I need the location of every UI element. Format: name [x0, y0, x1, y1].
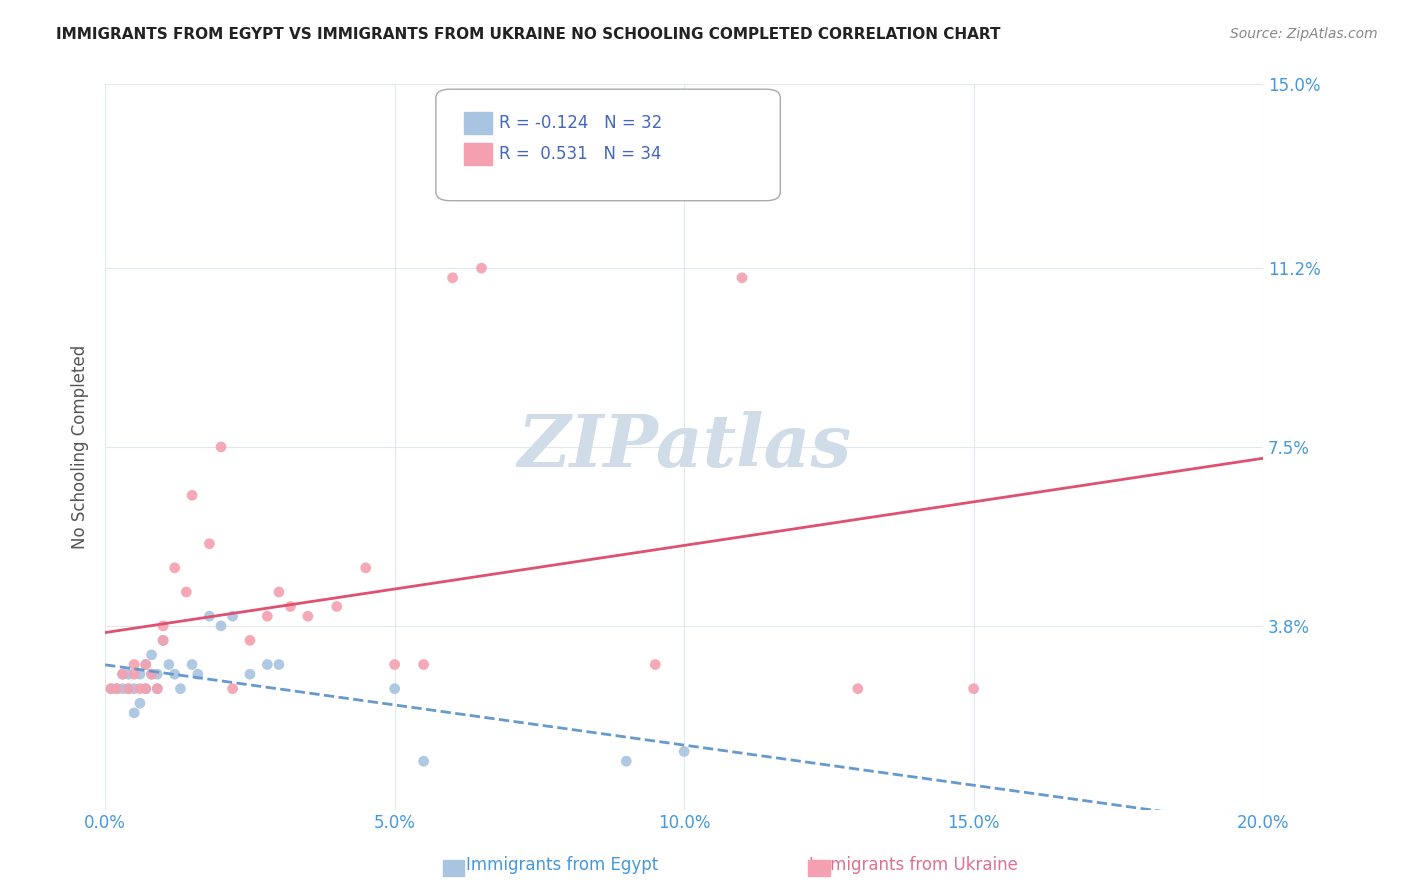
Point: [117, 681, 139, 696]
Point: [100, 681, 122, 696]
Point: [673, 745, 696, 759]
Point: [122, 667, 145, 681]
Point: [129, 667, 152, 681]
Point: [354, 561, 377, 575]
Point: [135, 681, 157, 696]
Point: [256, 657, 278, 672]
Point: [105, 681, 128, 696]
Point: [187, 667, 209, 681]
Point: [146, 681, 169, 696]
Point: [141, 648, 163, 662]
Point: [152, 619, 174, 633]
Point: [209, 619, 232, 633]
Point: [441, 270, 464, 285]
Point: [152, 633, 174, 648]
Point: [111, 667, 134, 681]
Point: [731, 270, 754, 285]
Point: [129, 681, 152, 696]
Text: Immigrants from Ukraine: Immigrants from Ukraine: [810, 856, 1018, 874]
Point: [169, 681, 191, 696]
Point: [163, 561, 186, 575]
Point: [384, 681, 406, 696]
Point: [100, 681, 122, 696]
Text: R =  0.531   N = 34: R = 0.531 N = 34: [499, 145, 662, 163]
Point: [239, 667, 262, 681]
Point: [163, 667, 186, 681]
Point: [412, 754, 434, 768]
Point: [129, 696, 152, 710]
Point: [239, 633, 262, 648]
Point: [122, 706, 145, 720]
Point: [384, 657, 406, 672]
Point: [221, 609, 243, 624]
Point: [122, 657, 145, 672]
Point: [174, 585, 197, 599]
Point: [962, 681, 984, 696]
Point: [614, 754, 637, 768]
Point: [152, 633, 174, 648]
Point: [846, 681, 869, 696]
Text: Immigrants from Egypt: Immigrants from Egypt: [467, 856, 658, 874]
Point: [146, 681, 169, 696]
Point: [146, 667, 169, 681]
Point: [267, 585, 290, 599]
Point: [135, 681, 157, 696]
Point: [141, 667, 163, 681]
Point: [256, 609, 278, 624]
Point: [181, 488, 204, 502]
Point: [117, 681, 139, 696]
Point: [209, 440, 232, 454]
Text: R = -0.124   N = 32: R = -0.124 N = 32: [499, 114, 662, 132]
Text: IMMIGRANTS FROM EGYPT VS IMMIGRANTS FROM UKRAINE NO SCHOOLING COMPLETED CORRELAT: IMMIGRANTS FROM EGYPT VS IMMIGRANTS FROM…: [56, 27, 1001, 42]
Point: [280, 599, 302, 614]
Text: ZIPatlas: ZIPatlas: [517, 411, 851, 483]
Point: [267, 657, 290, 672]
Point: [117, 667, 139, 681]
Point: [141, 667, 163, 681]
Point: [326, 599, 349, 614]
Point: [135, 657, 157, 672]
Point: [297, 609, 319, 624]
Point: [470, 261, 492, 276]
Point: [111, 667, 134, 681]
Point: [181, 657, 204, 672]
Point: [412, 657, 434, 672]
Point: [157, 657, 180, 672]
Point: [105, 681, 128, 696]
Text: Source: ZipAtlas.com: Source: ZipAtlas.com: [1230, 27, 1378, 41]
Y-axis label: No Schooling Completed: No Schooling Completed: [72, 345, 89, 549]
Point: [221, 681, 243, 696]
Point: [111, 681, 134, 696]
Point: [122, 681, 145, 696]
Point: [198, 536, 221, 550]
Point: [644, 657, 666, 672]
Point: [198, 609, 221, 624]
Point: [135, 657, 157, 672]
